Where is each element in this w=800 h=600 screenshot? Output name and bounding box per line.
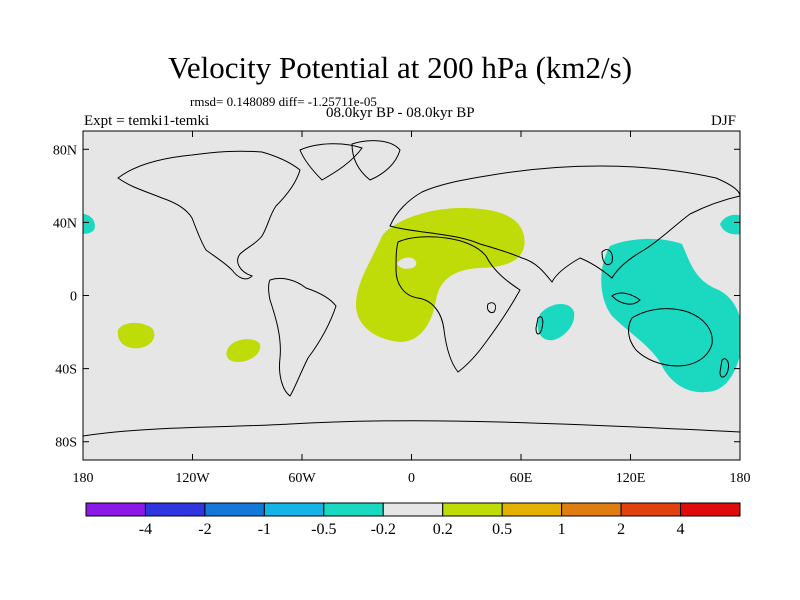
y-tick-label: 40N — [53, 216, 77, 231]
y-tick-label: 0 — [70, 290, 77, 305]
plot-title: Velocity Potential at 200 hPa (km2/s) — [167, 50, 633, 85]
colorbar-swatch — [680, 502, 741, 517]
x-tick-label: 0 — [408, 471, 415, 486]
colorbar-label: -2 — [198, 521, 211, 538]
x-tick-label: 180 — [73, 471, 94, 486]
x-tick-label: 180 — [730, 471, 751, 486]
colorbar-swatch — [561, 502, 622, 517]
colorbar-label: -0.2 — [371, 521, 396, 538]
colorbar-label: 4 — [677, 521, 685, 538]
colorbar-label: 0.2 — [433, 521, 453, 538]
period-subtitle: 08.0kyr BP - 08.0kyr BP — [326, 105, 475, 121]
x-tick-label: 120E — [616, 471, 646, 486]
colorbar-label: -4 — [139, 521, 152, 538]
x-tick-label: 60E — [510, 471, 533, 486]
season-label: DJF — [711, 113, 737, 129]
coastlines — [83, 140, 740, 437]
south-pacific-positive-east-region — [226, 339, 261, 362]
colorbar-swatch — [85, 502, 146, 517]
south-pacific-positive-west-region — [117, 322, 155, 349]
x-axis: 180 120W 60W 0 60E 120E 180 — [73, 131, 751, 486]
y-tick-label: 40S — [55, 363, 77, 378]
colorbar-swatch — [323, 502, 384, 517]
colorbar-label: 1 — [558, 521, 566, 538]
colorbar-swatch — [442, 502, 503, 517]
colorbar-swatch — [263, 502, 325, 517]
stats-subtitle: rmsd= 0.148089 diff= -1.25711e-05 — [190, 94, 377, 109]
indo-pacific-negative-region — [601, 238, 740, 393]
y-tick-label: 80N — [53, 143, 77, 158]
colorbar-label: -1 — [258, 521, 271, 538]
x-tick-label: 120W — [175, 471, 210, 486]
colorbar-label: 0.5 — [492, 521, 512, 538]
colorbar-swatch — [144, 502, 206, 517]
colorbar-label: 2 — [617, 521, 625, 538]
colorbar-swatch — [620, 502, 682, 517]
colorbar-swatch — [501, 502, 563, 517]
colorbar-swatch — [204, 502, 265, 517]
y-tick-label: 80S — [55, 436, 77, 451]
y-axis: 80N 40N 0 40S 80S — [53, 143, 740, 451]
colorbar-swatch — [382, 502, 444, 517]
experiment-label: Expt = temki1-temki — [84, 113, 210, 129]
colorbar: -4 -2 -1 -0.5 -0.2 0.2 0.5 1 2 4 — [85, 502, 741, 538]
x-tick-label: 60W — [288, 471, 316, 486]
indian-ocean-negative-region — [537, 303, 575, 341]
colorbar-label: -0.5 — [311, 521, 336, 538]
